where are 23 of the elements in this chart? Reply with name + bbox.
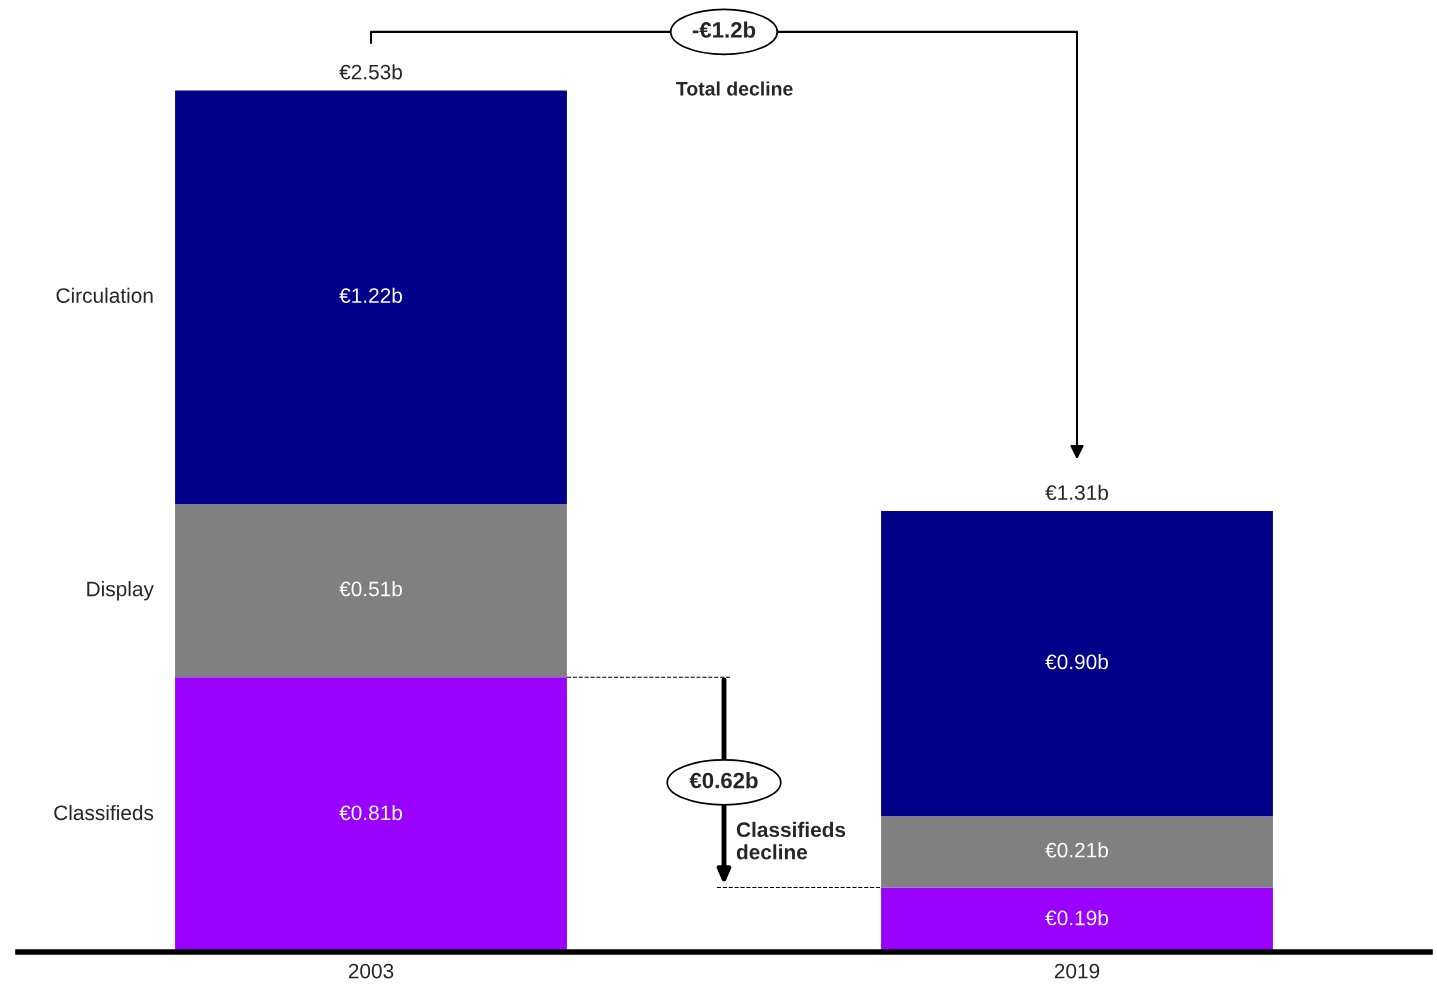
bar xyxy=(881,816,1273,888)
bar xyxy=(881,887,1273,952)
annotation: Classifieds decline xyxy=(736,821,846,860)
data-label: €0.19b xyxy=(1045,910,1108,926)
annotation: €0.62b xyxy=(689,772,758,789)
x-tick-label: 2003 xyxy=(348,963,394,979)
bar xyxy=(175,90,567,505)
data-label: €0.81b xyxy=(339,804,402,821)
data-label: €1.22b xyxy=(339,287,402,303)
data-label: €0.21b xyxy=(1045,842,1108,858)
total-label: €2.53b xyxy=(339,64,402,80)
bar xyxy=(175,504,567,678)
bar xyxy=(175,677,567,952)
data-label: €0.90b xyxy=(1045,653,1108,670)
series-label: Classifieds xyxy=(54,804,154,821)
annotation: Total decline xyxy=(676,81,793,96)
series-label: Circulation xyxy=(56,287,153,303)
total-label: €1.31b xyxy=(1045,484,1108,501)
data-label: €0.51b xyxy=(339,581,402,597)
bar xyxy=(881,511,1273,817)
series-label: Display xyxy=(87,581,154,601)
x-tick-label: 2019 xyxy=(1054,963,1100,979)
text: -€1.2b xyxy=(692,21,756,38)
